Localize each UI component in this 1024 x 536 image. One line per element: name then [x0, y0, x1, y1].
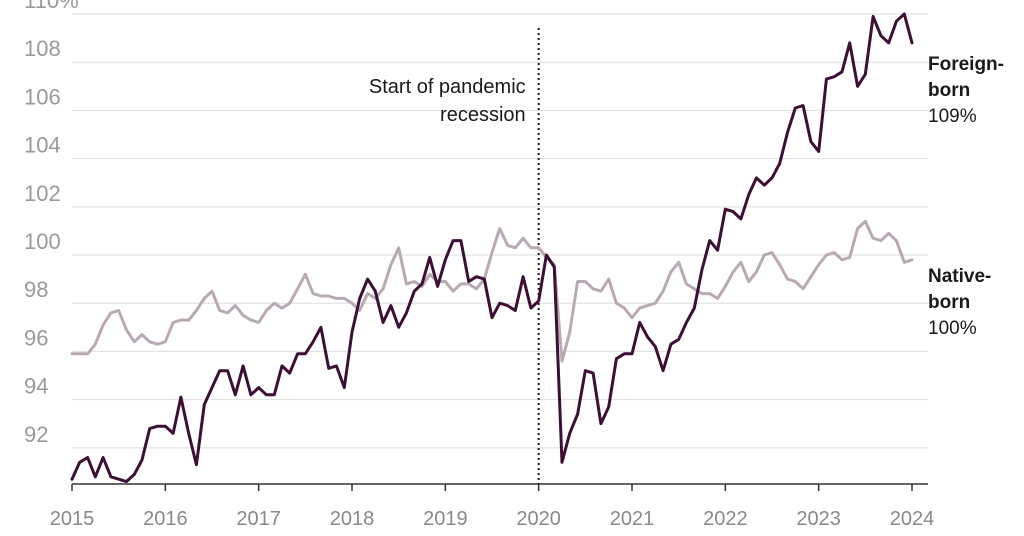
y-tick-label: 94 — [24, 374, 48, 399]
y-tick-label: 108 — [24, 36, 61, 61]
native-born-label-line-2: born — [928, 292, 970, 313]
y-axis: 92 94 96 98 100 102 104 106 108 110% — [24, 0, 79, 447]
x-tick-label: 2023 — [796, 508, 841, 530]
y-tick-label: 96 — [24, 325, 48, 350]
x-tick-label: 2022 — [703, 508, 748, 530]
foreign-born-line — [70, 12, 914, 484]
native-born-series-label: Native- born 100% — [928, 266, 991, 339]
native-born-end-value: 100% — [928, 318, 977, 339]
y-tick-label: 100 — [24, 229, 61, 254]
x-tick-label: 2024 — [890, 508, 935, 530]
series-lines — [70, 12, 914, 484]
x-tick-label: 2015 — [50, 508, 95, 530]
y-tick-label: 110% — [24, 0, 79, 13]
native-born-label-line-1: Native- — [928, 266, 991, 287]
x-tick-label: 2018 — [330, 508, 375, 530]
foreign-born-series-label: Foreign- born 109% — [928, 54, 1004, 127]
x-tick-label: 2019 — [423, 508, 468, 530]
x-axis: 2015 2016 2017 2018 2019 2020 2021 2022 2023 2024 — [50, 483, 935, 530]
y-tick-label: 92 — [24, 422, 48, 447]
native-born-line — [70, 219, 914, 363]
pandemic-annotation-line-2: recession — [440, 104, 526, 126]
x-tick-label: 2016 — [143, 508, 188, 530]
foreign-born-label-line-1: Foreign- — [928, 54, 1004, 75]
foreign-born-label-line-2: born — [928, 80, 970, 101]
foreign-born-end-value: 109% — [928, 106, 977, 127]
x-tick-label: 2017 — [236, 508, 281, 530]
y-tick-label: 102 — [24, 181, 61, 206]
y-tick-label: 98 — [24, 277, 48, 302]
x-tick-label: 2021 — [610, 508, 655, 530]
y-tick-label: 106 — [24, 84, 61, 109]
gridlines — [72, 13, 928, 449]
x-tick-label: 2020 — [516, 508, 561, 530]
pandemic-annotation-line-1: Start of pandemic — [369, 76, 526, 98]
y-tick-label: 104 — [24, 133, 61, 158]
